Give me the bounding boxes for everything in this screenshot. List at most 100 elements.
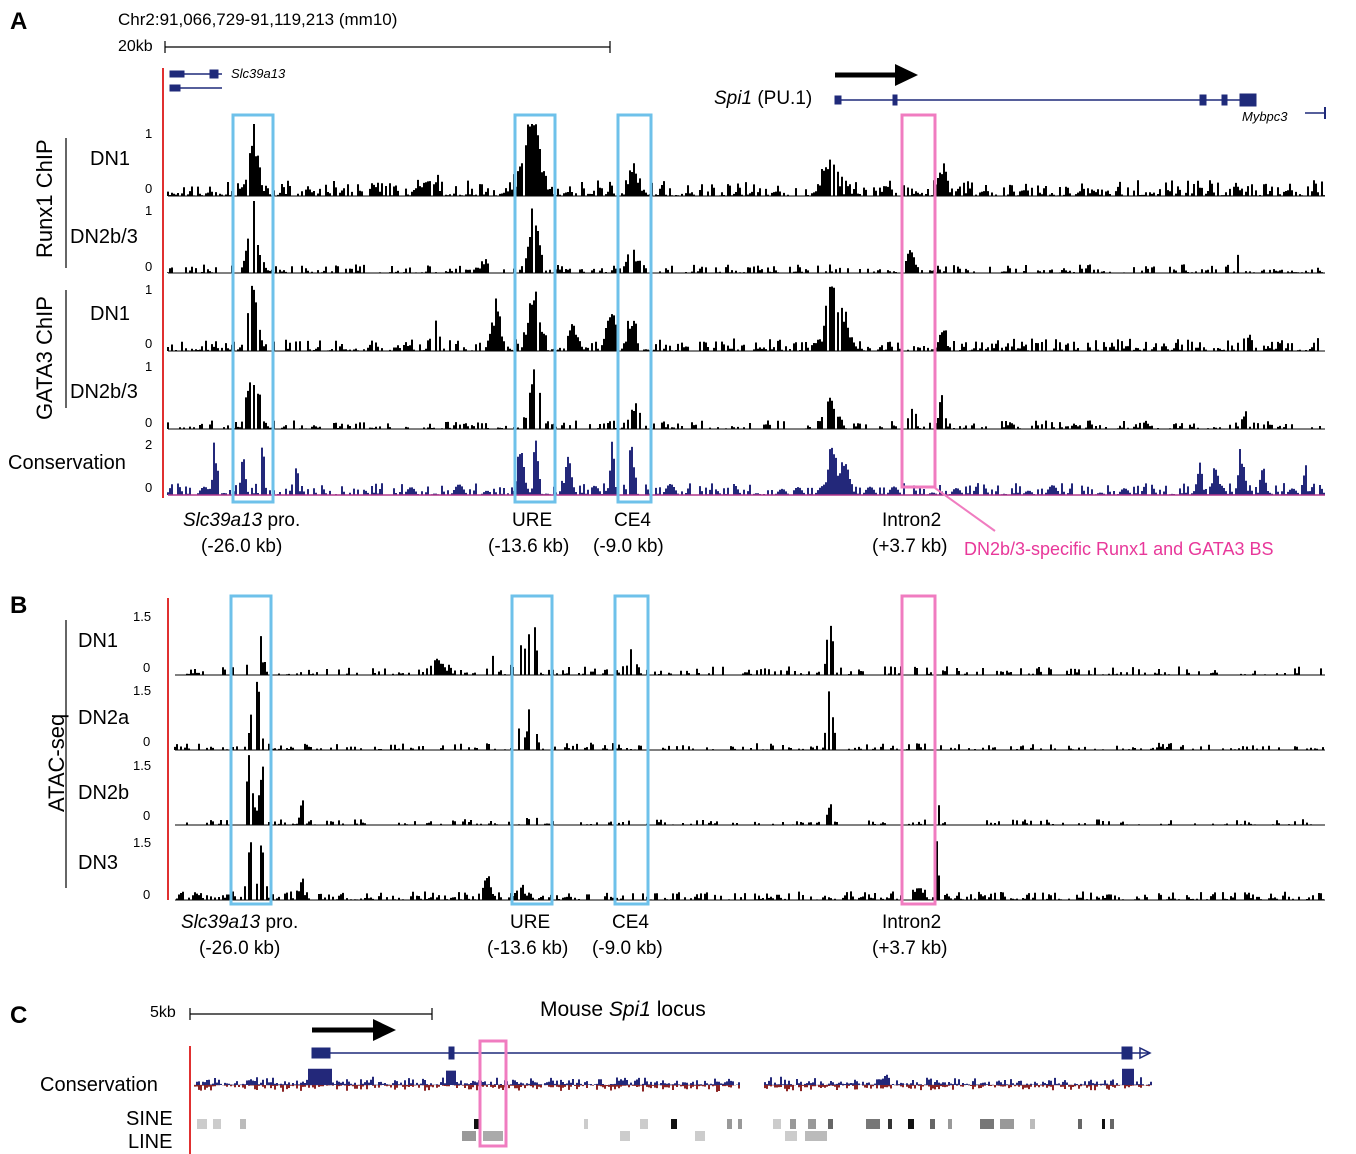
tick-b1-top: 1.5 [133,609,152,624]
sine-element [1030,1119,1035,1129]
panel-b-highlight-boxes [229,594,937,906]
locus-title-pre: Mouse [540,998,609,1021]
line-element [620,1131,630,1141]
gene-model-slc39a13 [169,69,222,92]
panel-a-signal-tracks [167,124,1325,496]
box-b-ce4 [613,594,650,906]
tick-b2-bottom: 0 [143,734,151,749]
scale-5kb-label: 5kb [150,1004,176,1021]
track-label-gata3-dn1: DN1 [90,303,131,325]
line-element [805,1131,827,1141]
region-dist-ure-a: (-13.6 kb) [488,536,570,557]
region-label-intron2-a: Intron2 [882,510,942,531]
region-label-ce4-b: CE4 [612,912,649,933]
tick-a1-bottom: 0 [145,181,153,196]
conservation-track-c [194,1068,1152,1092]
region-slc-suffix: pro. [262,510,301,531]
box-a-slc-pro [231,113,275,504]
tick-b4-bottom: 0 [143,887,151,902]
genomic-coordinates: Chr2:91,066,729-91,119,213 (mm10) [118,10,398,29]
scale-bar-5kb [189,1008,433,1020]
track-label-atac-dn3: DN3 [78,852,119,874]
track-label-atac-dn2b: DN2b [78,782,130,804]
track-label-conservation-a: Conservation [8,452,126,474]
sine-element [888,1119,892,1129]
region-dist-ce4-a: (-9.0 kb) [593,536,664,557]
line-element [695,1131,705,1141]
tick-a2-bottom: 0 [145,259,153,274]
tick-a4-top: 1 [145,359,153,374]
sine-element [930,1119,935,1129]
tick-b3-bottom: 0 [143,808,151,823]
spi1-alias: (PU.1) [757,88,813,109]
sine-element [790,1119,796,1129]
tick-a3-bottom: 0 [145,336,153,351]
box-a-ure [513,113,557,504]
region-dist-ure-b: (-13.6 kb) [487,938,569,959]
sine-element [671,1119,677,1129]
line-element [462,1131,476,1141]
track-label-gata3-dn2b3: DN2b/3 [70,381,138,403]
sine-element [584,1119,588,1129]
region-label-ure-b: URE [510,912,551,933]
line-element [483,1131,503,1141]
tick-a1-top: 1 [145,126,153,141]
sine-element [640,1119,648,1129]
sine-element [908,1119,914,1129]
locus-title: Mouse Spi1 locus [540,998,706,1022]
box-b-intron2 [900,594,937,906]
sine-element [240,1119,246,1129]
locus-title-post: locus [650,998,706,1021]
line-element [785,1131,797,1141]
scale-bar-20kb [164,41,611,53]
repeat-tracks-c [197,1119,1114,1141]
region-dist-slc-b: (-26.0 kb) [199,938,281,959]
signal-atac-dn1 [175,625,1325,676]
tick-cons-top: 2 [145,437,153,452]
signal-runx1-dn2b3 [167,201,1325,274]
region-slc-suffix-b: pro. [260,912,299,933]
sine-element [727,1119,732,1129]
region-label-intron2-b: Intron2 [882,912,942,933]
track-label-sine: SINE [126,1108,173,1130]
spi1-name: Spi1 [714,88,753,109]
tick-b1-bottom: 0 [143,660,151,675]
sine-element [213,1119,221,1129]
tick-b2-top: 1.5 [133,683,152,698]
sine-element [1000,1119,1014,1129]
tick-a4-bottom: 0 [145,415,153,430]
sine-element [197,1119,207,1129]
sine-element [474,1119,479,1129]
region-label-ure-a: URE [512,510,553,531]
track-label-atac-dn1: DN1 [78,630,119,652]
panel-b-signal-tracks [174,625,1325,901]
conservation-negative [194,1085,1152,1092]
tick-b3-top: 1.5 [133,758,152,773]
annotation-dn2b3-specific: DN2b/3-specific Runx1 and GATA3 BS [964,539,1274,559]
sine-element [808,1119,816,1129]
gene-model-spi1-c [311,1046,1152,1060]
panel-a-highlight-boxes [231,113,937,504]
region-label-ce4-a: CE4 [614,510,651,531]
panel-c-label: C [10,1002,28,1029]
signal-runx1-dn1 [167,124,1325,197]
sine-element [1110,1119,1114,1129]
box-b-ure [510,594,554,906]
sine-element [1102,1119,1105,1129]
signal-gata3-dn1 [167,285,1325,352]
sine-element [866,1119,880,1129]
locus-title-gene: Spi1 [608,998,651,1021]
sine-element [948,1119,952,1129]
signal-atac-dn2b [175,755,1325,826]
spi1-direction-arrow-c [312,1019,396,1041]
box-c-intron2 [478,1039,508,1148]
region-dist-intron2-a: (+3.7 kb) [872,536,948,557]
signal-gata3-dn2b3 [167,369,1325,430]
box-a-intron2 [900,113,937,489]
gene-model-spi1 [834,93,1326,119]
sine-element [738,1119,742,1129]
gene-label-spi1: Spi1 (PU.1) [714,88,812,110]
panel-b-label: B [10,592,28,619]
track-label-runx1-dn1: DN1 [90,148,131,170]
